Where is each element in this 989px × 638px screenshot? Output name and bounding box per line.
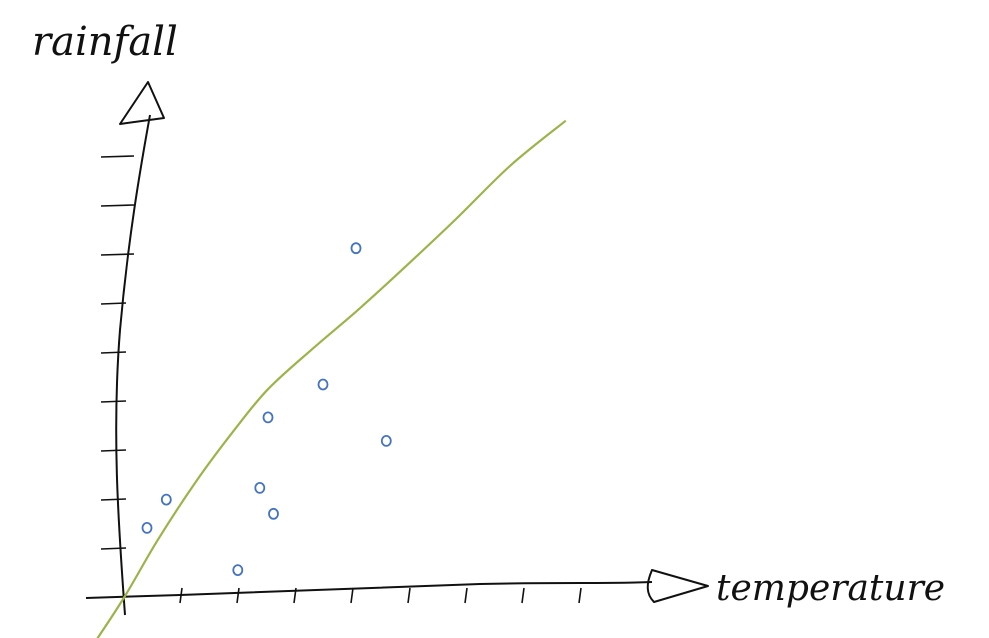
x-tick xyxy=(407,587,411,604)
y-tick xyxy=(100,155,135,158)
y-tick xyxy=(100,498,127,501)
y-tick xyxy=(100,351,127,354)
data-point xyxy=(268,507,279,520)
y-tick xyxy=(100,204,135,207)
data-point xyxy=(262,411,274,424)
y-tick xyxy=(100,449,127,452)
data-point xyxy=(160,493,172,506)
x-tick xyxy=(179,587,183,604)
data-point xyxy=(317,378,329,391)
y-axis-label: rainfall xyxy=(32,19,178,65)
x-tick xyxy=(293,587,297,604)
trend-curve xyxy=(96,120,567,638)
y-axis-arrowhead xyxy=(119,81,165,125)
data-point xyxy=(380,434,392,447)
data-point xyxy=(254,481,266,494)
data-point xyxy=(350,242,362,255)
x-tick xyxy=(350,587,354,604)
y-tick xyxy=(100,253,135,256)
x-axis-line xyxy=(85,581,653,599)
x-axis-arrowhead xyxy=(646,569,709,603)
data-point xyxy=(141,522,153,534)
x-tick xyxy=(464,587,468,604)
y-tick xyxy=(100,400,127,403)
x-tick xyxy=(236,587,240,604)
y-tick xyxy=(100,547,127,550)
axes xyxy=(85,81,709,616)
data-points xyxy=(141,242,392,576)
x-axis-label: temperature xyxy=(716,568,945,609)
y-axis-line xyxy=(115,114,151,616)
data-point xyxy=(232,564,244,576)
axis-ticks xyxy=(100,155,582,604)
x-tick xyxy=(578,587,582,604)
x-tick xyxy=(521,587,525,604)
y-tick xyxy=(100,302,127,305)
